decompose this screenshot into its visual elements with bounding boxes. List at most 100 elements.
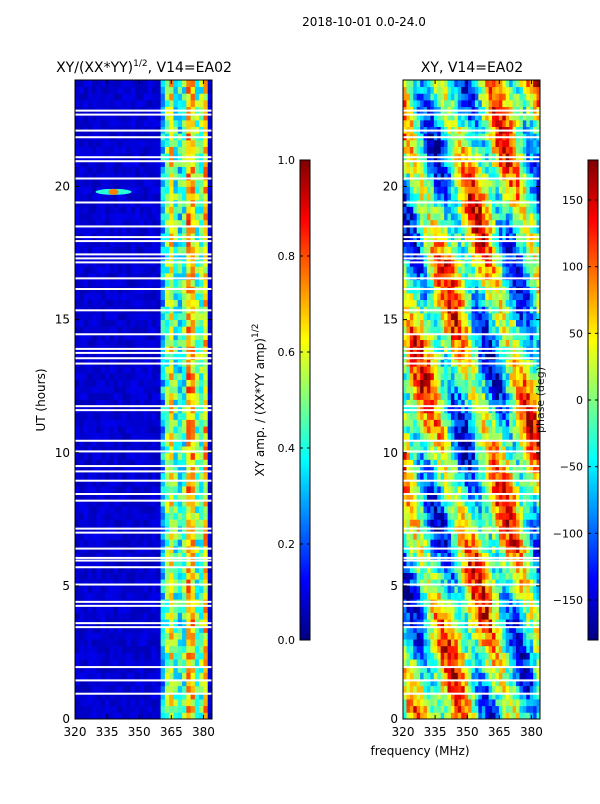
amplitude-cell — [195, 373, 200, 380]
phase-cell — [458, 699, 462, 706]
amplitude-cell — [135, 140, 140, 147]
amplitude-cell — [101, 433, 106, 440]
amplitude-cell — [186, 593, 191, 600]
amplitude-cell — [199, 140, 204, 147]
amplitude-cell — [148, 593, 153, 600]
amplitude-cell — [161, 366, 166, 373]
phase-cell — [403, 593, 407, 600]
phase-cell — [495, 506, 499, 513]
amplitude-cell — [84, 326, 89, 333]
amplitude-cell — [195, 147, 200, 154]
amplitude-cell — [109, 246, 114, 253]
flagged-time-gap — [75, 626, 212, 628]
amplitude-cell — [161, 519, 166, 526]
amplitude-cell — [148, 659, 153, 666]
phase-cell — [444, 573, 448, 580]
phase-cell — [495, 433, 499, 440]
amplitude-cell — [191, 586, 196, 593]
amplitude-cell — [88, 593, 93, 600]
amplitude-cell — [126, 473, 131, 480]
phase-cell — [495, 593, 499, 600]
amplitude-cell — [186, 433, 191, 440]
phase-cell — [448, 513, 452, 520]
amplitude-cell — [195, 300, 200, 307]
amplitude-cell — [173, 413, 178, 420]
amplitude-cell — [173, 539, 178, 546]
amplitude-cell — [122, 80, 127, 87]
amplitude-cell — [139, 613, 144, 620]
phase-cell — [451, 659, 455, 666]
amplitude-cell — [135, 326, 140, 333]
phase-cell — [434, 453, 438, 460]
phase-cell — [499, 473, 503, 480]
phase-cell — [530, 586, 534, 593]
amplitude-cell — [152, 613, 157, 620]
phase-cell — [478, 533, 482, 540]
amplitude-cell — [178, 326, 183, 333]
amplitude-cell — [88, 366, 93, 373]
amplitude-cell — [148, 646, 153, 653]
phase-cell — [516, 426, 520, 433]
amplitude-cell — [182, 226, 187, 233]
amplitude-cell — [195, 87, 200, 94]
amplitude-cell — [199, 586, 204, 593]
amplitude-cell — [199, 380, 204, 387]
phase-cell — [513, 533, 517, 540]
phase-cell — [472, 686, 476, 693]
amplitude-cell — [195, 706, 200, 713]
phase-cell — [444, 486, 448, 493]
amplitude-cell — [75, 613, 80, 620]
phase-cell — [468, 652, 472, 659]
phase-cell — [430, 686, 434, 693]
phase-cell — [478, 686, 482, 693]
amplitude-cell — [169, 539, 174, 546]
amplitude-cell — [182, 300, 187, 307]
phase-cell — [492, 712, 496, 719]
amplitude-cell — [88, 426, 93, 433]
amplitude-cell — [75, 699, 80, 706]
phase-cell — [472, 513, 476, 520]
phase-cell — [420, 586, 424, 593]
amplitude-cell — [169, 180, 174, 187]
amplitude-cell — [144, 226, 149, 233]
phase-cell — [506, 573, 510, 580]
amplitude-cell — [169, 413, 174, 420]
amplitude-cell — [186, 366, 191, 373]
amplitude-cell — [79, 453, 84, 460]
amplitude-cell — [105, 652, 110, 659]
phase-cell — [448, 699, 452, 706]
phase-cell — [513, 672, 517, 679]
phase-cell — [441, 486, 445, 493]
flagged-time-gap — [75, 405, 212, 407]
amplitude-cell — [144, 246, 149, 253]
phase-cell — [444, 672, 448, 679]
amplitude-cell — [101, 519, 106, 526]
phase-cell — [430, 632, 434, 639]
amplitude-cell — [75, 632, 80, 639]
phase-cell — [441, 639, 445, 646]
amplitude-cell — [165, 386, 170, 393]
amplitude-cell — [169, 380, 174, 387]
amplitude-cell — [178, 373, 183, 380]
amplitude-cell — [118, 140, 123, 147]
amplitude-cell — [96, 100, 101, 107]
amplitude-cell — [122, 380, 127, 387]
amplitude-cell — [182, 426, 187, 433]
amplitude-cell — [114, 586, 119, 593]
phase-cell — [451, 433, 455, 440]
amplitude-cell — [88, 453, 93, 460]
amplitude-cell — [182, 147, 187, 154]
amplitude-cell — [122, 519, 127, 526]
phase-cell — [472, 632, 476, 639]
amplitude-cell — [126, 180, 131, 187]
phase-cell — [523, 506, 527, 513]
phase-cell — [489, 473, 493, 480]
amplitude-cell — [114, 433, 119, 440]
amplitude-cell — [135, 320, 140, 327]
amplitude-colorbar-tick-label: 1.0 — [278, 154, 296, 167]
amplitude-cell — [186, 373, 191, 380]
amplitude-cell — [114, 539, 119, 546]
amplitude-cell — [139, 193, 144, 200]
amplitude-cell — [156, 366, 161, 373]
phase-cell — [485, 419, 489, 426]
